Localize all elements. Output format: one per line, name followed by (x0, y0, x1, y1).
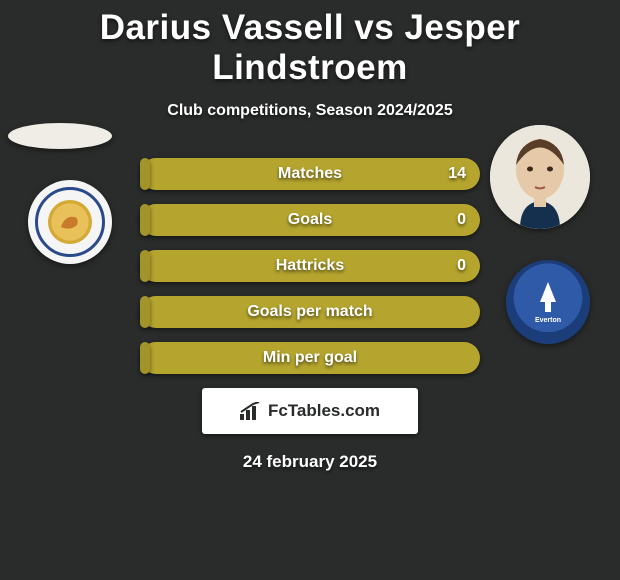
stat-row: Goals0 (140, 204, 480, 236)
stat-row: Hattricks0 (140, 250, 480, 282)
date-text: 24 february 2025 (0, 452, 620, 472)
stat-label: Matches (140, 158, 480, 190)
stat-label: Min per goal (140, 342, 480, 374)
chart-icon (240, 402, 262, 420)
stat-value-right: 0 (457, 250, 466, 282)
brand-text: FcTables.com (268, 401, 380, 421)
page-title: Darius Vassell vs Jesper Lindstroem (0, 0, 620, 88)
brand-box: FcTables.com (202, 388, 418, 434)
subtitle: Club competitions, Season 2024/2025 (0, 102, 620, 120)
stat-value-right: 14 (448, 158, 466, 190)
stat-label: Goals (140, 204, 480, 236)
stat-value-right: 0 (457, 204, 466, 236)
stat-row: Goals per match (140, 296, 480, 328)
stat-row: Matches14 (140, 158, 480, 190)
stat-label: Goals per match (140, 296, 480, 328)
stats-bars: Matches14Goals0Hattricks0Goals per match… (0, 158, 620, 374)
player-left-photo (8, 123, 112, 149)
stat-label: Hattricks (140, 250, 480, 282)
stat-row: Min per goal (140, 342, 480, 374)
